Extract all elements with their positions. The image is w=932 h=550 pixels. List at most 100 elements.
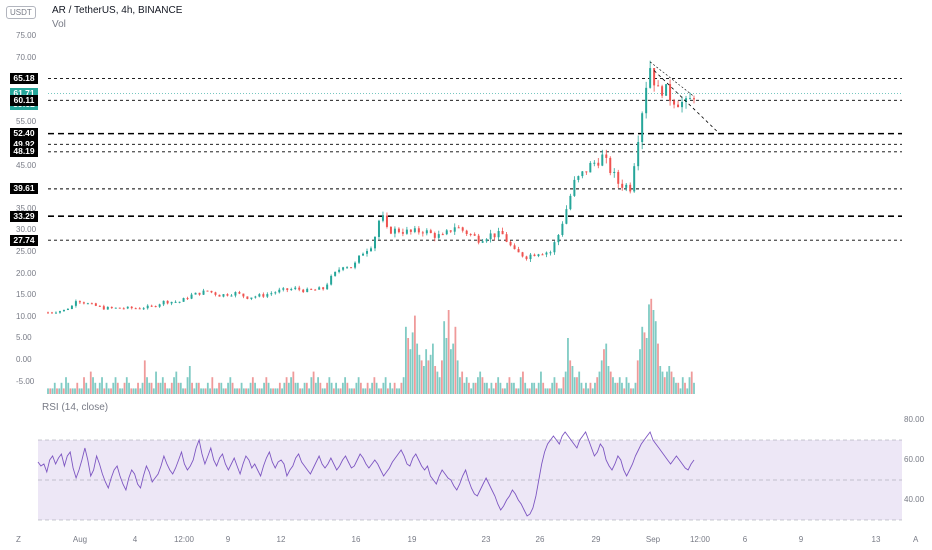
candle-body (350, 267, 353, 269)
volume-bar (305, 382, 308, 394)
volume-bar (614, 382, 617, 394)
volume-bar (587, 388, 590, 394)
volume-bar (335, 382, 338, 394)
candle-body (146, 305, 149, 309)
volume-bar (463, 382, 466, 394)
volume-bar (427, 360, 430, 394)
volume-bar (618, 377, 621, 394)
candle-body (577, 176, 580, 180)
volume-bar (137, 382, 139, 394)
volume-bar (603, 349, 605, 394)
volume-bar (598, 371, 601, 394)
candle-body (94, 303, 97, 306)
volume-bar (157, 382, 160, 394)
volume-bar (510, 382, 513, 394)
volume-bar (580, 382, 583, 394)
volume-bar (296, 382, 299, 394)
rsi-tick-label: 80.00 (904, 415, 925, 424)
candle-body (589, 162, 592, 173)
volume-bar (609, 371, 612, 394)
candle-body (322, 287, 325, 290)
candle-body (561, 223, 564, 235)
candle-body (417, 228, 420, 233)
volume-bar (49, 388, 52, 394)
volume-bar (486, 382, 488, 394)
candle-body (118, 307, 121, 309)
volume-bar (634, 382, 637, 394)
volume-bar (143, 360, 146, 394)
volume-bar (643, 332, 646, 394)
candle-body (222, 294, 225, 297)
volume-bar (459, 377, 461, 394)
volume-bar (245, 388, 247, 394)
candle-body (286, 288, 289, 291)
candle-body (509, 241, 512, 246)
candle-body (210, 290, 213, 293)
candle-body (150, 305, 153, 307)
candle-body (194, 292, 197, 295)
date-tick-label: 9 (225, 535, 231, 544)
candle-body (298, 287, 301, 290)
volume-bar (292, 371, 295, 394)
volume-bar (121, 388, 124, 394)
volume-bar (679, 388, 682, 394)
volume-bar (490, 382, 493, 394)
candle-body (242, 293, 245, 297)
volume-bar (551, 382, 554, 394)
candle-body (334, 271, 337, 276)
candle-body (114, 307, 117, 309)
date-tick-label: 12 (276, 535, 286, 544)
candle-body (214, 292, 217, 295)
candle-body (461, 227, 464, 231)
candle-body (501, 231, 504, 235)
volume-bar (443, 321, 446, 394)
candle-body (685, 98, 688, 102)
candle-body (270, 293, 273, 295)
volume-bar (499, 382, 502, 394)
volume-bar (366, 382, 369, 394)
volume-bar (197, 382, 200, 394)
volume-bar (278, 382, 281, 394)
candle-body (681, 101, 684, 108)
candle-body (98, 305, 101, 307)
auto-scale-button[interactable]: A (913, 535, 919, 544)
candle-body (553, 242, 556, 253)
volume-bar (256, 388, 259, 394)
volume-bar (263, 382, 265, 394)
volume-bar (191, 382, 193, 394)
volume-bar (528, 388, 531, 394)
volume-bar (616, 382, 619, 394)
volume-bar (535, 388, 538, 394)
candle-body (366, 251, 369, 254)
volume-bar (317, 377, 320, 394)
currency-badge[interactable]: USDT (6, 6, 36, 19)
candle-body (258, 294, 261, 297)
candle-body (134, 308, 137, 310)
volume-bar (537, 382, 540, 394)
volume-bar (497, 377, 500, 394)
candle-body (397, 228, 400, 233)
volume-bar (101, 377, 103, 394)
candle-body (625, 184, 628, 188)
volume-bar (621, 382, 623, 394)
candle-body (377, 220, 380, 237)
candle-body (254, 296, 257, 298)
date-tick-label: 12:00 (689, 535, 711, 544)
volume-bar (110, 388, 112, 394)
volume-bar (224, 388, 227, 394)
volume-bar (314, 382, 317, 394)
volume-bar (150, 382, 153, 394)
volume-bar (513, 382, 515, 394)
candle-body (669, 84, 672, 101)
volume-bar (639, 349, 641, 394)
volume-bar (355, 382, 358, 394)
volume-bar (636, 360, 639, 394)
timezone-button[interactable]: Z (16, 535, 21, 544)
volume-bar (362, 388, 365, 394)
volume-bar (283, 382, 286, 394)
volume-bar (310, 377, 313, 394)
candle-body (330, 275, 333, 285)
trendline (649, 61, 695, 97)
candle-body (573, 179, 576, 196)
